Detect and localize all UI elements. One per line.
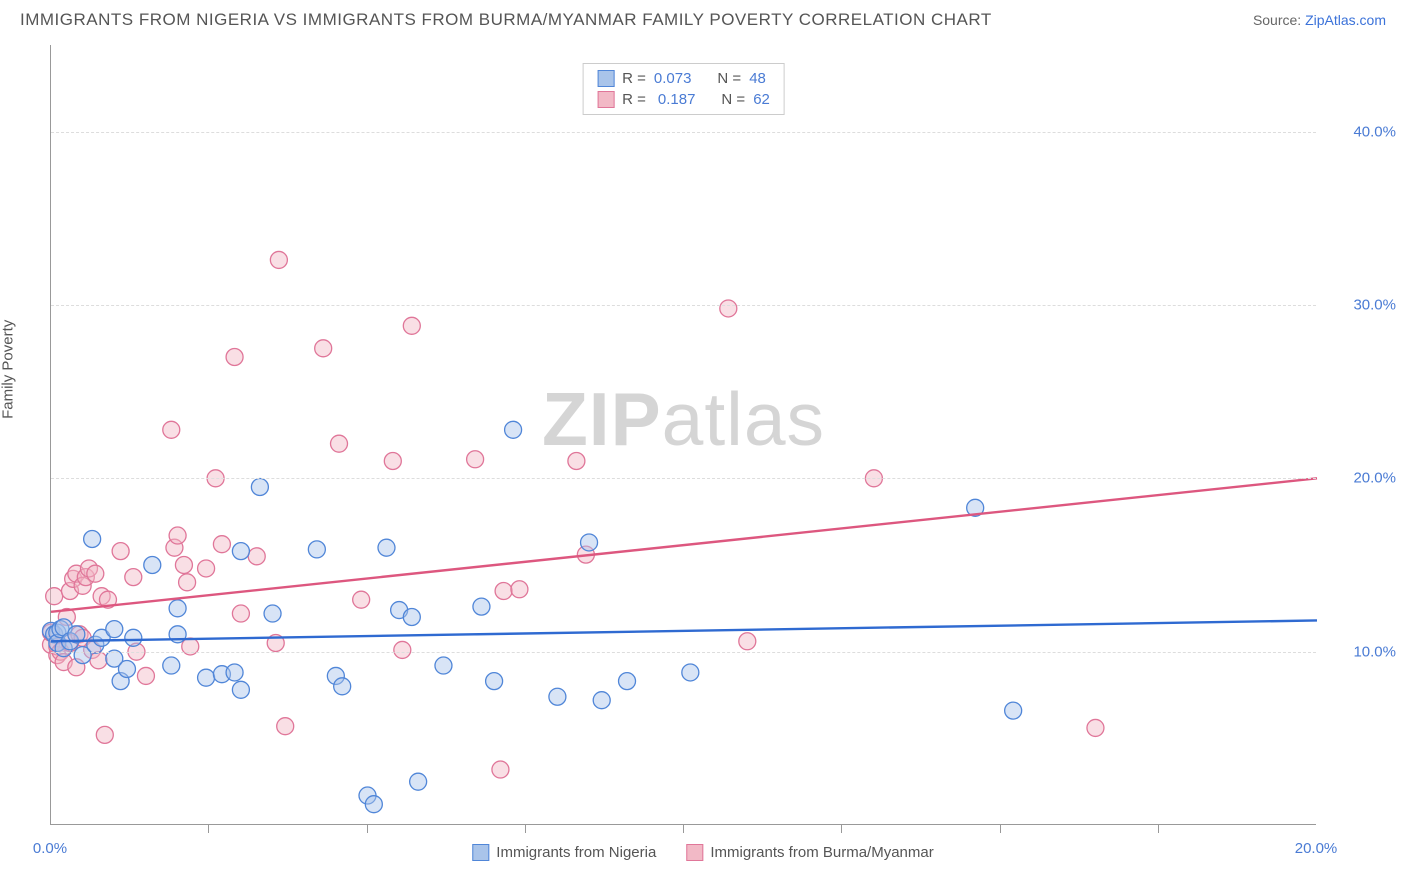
data-point: [87, 565, 104, 582]
series-legend: Immigrants from Nigeria Immigrants from …: [472, 844, 933, 861]
source-label: Source:: [1253, 12, 1305, 28]
scatter-plot-svg: [51, 45, 1316, 824]
legend-row-burma: R = 0.187 N = 62: [597, 89, 770, 110]
legend-swatch-burma-icon: [686, 844, 703, 861]
data-point: [125, 629, 142, 646]
data-point: [179, 574, 196, 591]
data-point: [495, 583, 512, 600]
x-tick-label: 20.0%: [1295, 840, 1338, 857]
data-point: [473, 598, 490, 615]
y-axis-label: Family Poverty: [0, 320, 17, 419]
data-point: [403, 317, 420, 334]
data-point: [169, 527, 186, 544]
data-point: [568, 453, 585, 470]
correlation-legend: R = 0.073 N = 48 R = 0.187 N = 62: [582, 63, 785, 115]
legend-item-nigeria: Immigrants from Nigeria: [472, 844, 656, 861]
data-point: [505, 421, 522, 438]
legend-row-nigeria: R = 0.073 N = 48: [597, 68, 770, 89]
r-value-burma: 0.187: [658, 91, 696, 108]
data-point: [308, 541, 325, 558]
n-value-nigeria: 48: [749, 70, 766, 87]
source-link[interactable]: ZipAtlas.com: [1305, 12, 1386, 28]
data-point: [467, 451, 484, 468]
data-point: [492, 761, 509, 778]
data-point: [144, 557, 161, 574]
data-point: [435, 657, 452, 674]
y-tick-label: 30.0%: [1353, 297, 1396, 314]
data-point: [198, 669, 215, 686]
data-point: [1005, 702, 1022, 719]
data-point: [84, 531, 101, 548]
data-point: [106, 621, 123, 638]
data-point: [251, 479, 268, 496]
data-point: [378, 539, 395, 556]
legend-label-nigeria: Immigrants from Nigeria: [496, 844, 656, 861]
data-point: [137, 667, 154, 684]
source-attribution: Source: ZipAtlas.com: [1253, 12, 1386, 28]
data-point: [232, 543, 249, 560]
chart-title: IMMIGRANTS FROM NIGERIA VS IMMIGRANTS FR…: [20, 10, 992, 30]
data-point: [581, 534, 598, 551]
data-point: [682, 664, 699, 681]
data-point: [1087, 719, 1104, 736]
data-point: [384, 453, 401, 470]
data-point: [118, 661, 135, 678]
data-point: [739, 633, 756, 650]
legend-swatch-nigeria-icon: [472, 844, 489, 861]
data-point: [720, 300, 737, 317]
legend-label-burma: Immigrants from Burma/Myanmar: [710, 844, 933, 861]
y-tick-label: 40.0%: [1353, 123, 1396, 140]
n-label: N =: [721, 91, 745, 108]
data-point: [264, 605, 281, 622]
legend-item-burma: Immigrants from Burma/Myanmar: [686, 844, 933, 861]
legend-swatch-nigeria: [597, 70, 614, 87]
n-value-burma: 62: [753, 91, 770, 108]
data-point: [226, 664, 243, 681]
r-label: R =: [622, 70, 646, 87]
plot-area: ZIPatlas R = 0.073 N = 48 R = 0.187 N = …: [50, 45, 1316, 825]
data-point: [277, 718, 294, 735]
r-value-nigeria: 0.073: [654, 70, 692, 87]
data-point: [394, 641, 411, 658]
data-point: [96, 726, 113, 743]
data-point: [619, 673, 636, 690]
data-point: [486, 673, 503, 690]
data-point: [232, 605, 249, 622]
data-point: [315, 340, 332, 357]
n-label: N =: [717, 70, 741, 87]
data-point: [46, 588, 63, 605]
data-point: [270, 251, 287, 268]
y-tick-label: 10.0%: [1353, 643, 1396, 660]
data-point: [403, 609, 420, 626]
data-point: [353, 591, 370, 608]
legend-swatch-burma: [597, 91, 614, 108]
data-point: [248, 548, 265, 565]
data-point: [213, 536, 230, 553]
data-point: [226, 349, 243, 366]
data-point: [125, 569, 142, 586]
data-point: [549, 688, 566, 705]
data-point: [90, 652, 107, 669]
data-point: [163, 657, 180, 674]
y-tick-label: 20.0%: [1353, 470, 1396, 487]
data-point: [365, 796, 382, 813]
data-point: [334, 678, 351, 695]
data-point: [175, 557, 192, 574]
x-tick-label: 0.0%: [33, 840, 67, 857]
data-point: [112, 543, 129, 560]
r-label: R =: [622, 91, 646, 108]
data-point: [163, 421, 180, 438]
data-point: [331, 435, 348, 452]
chart-container: Family Poverty ZIPatlas R = 0.073 N = 48…: [0, 35, 1406, 885]
data-point: [410, 773, 427, 790]
data-point: [593, 692, 610, 709]
data-point: [232, 681, 249, 698]
data-point: [169, 600, 186, 617]
data-point: [198, 560, 215, 577]
trend-line: [51, 620, 1317, 641]
data-point: [511, 581, 528, 598]
